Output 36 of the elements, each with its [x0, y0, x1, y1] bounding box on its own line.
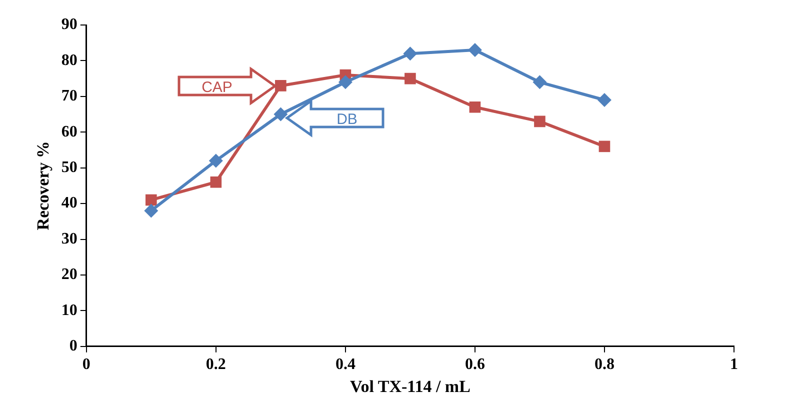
x-axis-title: Vol TX-114 / mL	[350, 377, 470, 396]
x-tick-label: 1	[730, 356, 738, 374]
point	[144, 204, 158, 218]
point	[146, 194, 157, 206]
x-tick-label: 0	[82, 356, 90, 374]
arrow-icon: CAP	[176, 68, 277, 104]
x-tick-label: 0.2	[206, 356, 226, 374]
point	[274, 107, 288, 122]
point	[338, 75, 352, 90]
x-tick-label: 0.4	[335, 356, 356, 374]
y-tick-label: 60	[61, 123, 78, 140]
point	[404, 72, 416, 84]
x-tick-label: 0.8	[594, 356, 614, 374]
point	[275, 80, 286, 92]
y-axis-title: Recovery %	[34, 141, 53, 230]
point	[534, 116, 546, 128]
point	[532, 75, 547, 90]
y-tick-label: 30	[61, 230, 78, 248]
point	[403, 46, 418, 61]
point	[598, 140, 610, 152]
point	[468, 43, 482, 57]
y-tick-label: 80	[61, 52, 78, 69]
y-tick-label: 50	[61, 158, 78, 176]
point	[469, 101, 481, 113]
y-tick-label: 40	[61, 194, 78, 212]
arrow-icon: DB	[284, 100, 385, 136]
point	[208, 154, 223, 168]
y-tick-label: 70	[61, 88, 78, 105]
series-label: DB	[336, 111, 358, 128]
point	[210, 176, 222, 188]
point	[597, 92, 612, 107]
y-tick-label: 90	[61, 16, 78, 34]
y-tick-label: 10	[61, 302, 78, 319]
x-tick-label: 0.6	[464, 356, 485, 374]
y-tick-label: 0	[69, 338, 78, 355]
y-tick-label: 20	[61, 266, 78, 284]
